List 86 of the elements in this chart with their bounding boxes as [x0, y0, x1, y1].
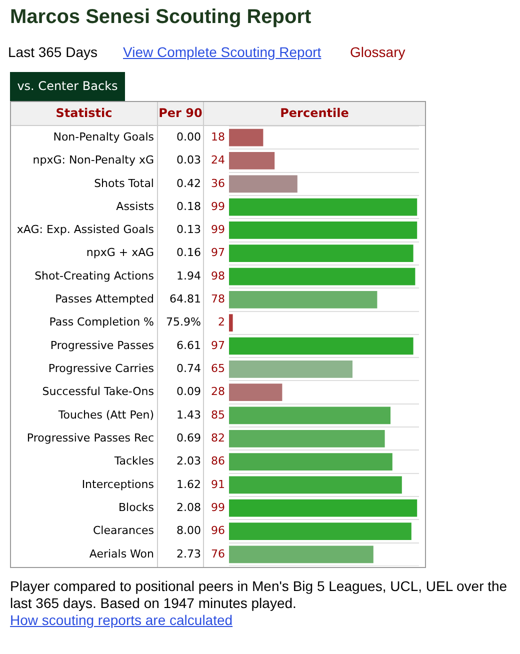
- text: 75.9%: [166, 316, 201, 329]
- text: 0.16: [176, 246, 201, 260]
- data-label: 97: [211, 338, 225, 352]
- y-tick-label: Pass Completion %: [49, 316, 154, 329]
- text: 2.73: [176, 547, 201, 560]
- bar: [229, 152, 275, 170]
- text: 0.42: [176, 176, 201, 190]
- text: Statistic: [11, 102, 157, 126]
- text: 1.94: [176, 269, 201, 282]
- y-tick-label: xAG: Exp. Assisted Goals: [16, 223, 154, 236]
- text: 1.43: [176, 408, 201, 422]
- data-label: 2: [218, 316, 225, 329]
- text: Last 365 Days: [8, 44, 98, 60]
- data-label: 24: [211, 154, 225, 167]
- bar: [229, 314, 233, 332]
- text: 0.13: [176, 223, 201, 236]
- text: vs. Center Backs: [10, 72, 125, 101]
- data-label: 97: [211, 246, 225, 260]
- text: How scouting reports are calculated: [10, 612, 233, 628]
- data-label: 18: [211, 130, 225, 144]
- y-tick-label: Clearances: [92, 524, 154, 538]
- data-label: 65: [211, 362, 225, 376]
- bar: [229, 360, 352, 378]
- y-tick-label: Shot-Creating Actions: [34, 269, 154, 282]
- bar: [229, 337, 414, 355]
- bar: [229, 244, 414, 262]
- y-tick-label: Non-Penalty Goals: [53, 130, 154, 144]
- data-label: 98: [211, 269, 225, 282]
- data-label: 85: [211, 408, 225, 422]
- text: Player compared to positional peers in Men's Big 5 Leagues, UCL, UEL over the last 365 days. Based on 1947 minutes played.: [10, 578, 508, 612]
- text: Percentile: [204, 102, 425, 126]
- text: 0.18: [176, 200, 201, 213]
- bar: [229, 499, 418, 517]
- y-tick-label: npxG: Non-Penalty xG: [32, 154, 154, 167]
- text: 1.62: [176, 478, 201, 491]
- text: Glossary: [350, 44, 406, 60]
- y-tick-label: Passes Attempted: [55, 292, 154, 306]
- text: 2.08: [176, 500, 201, 514]
- data-label: 99: [211, 223, 225, 236]
- y-tick-label: Progressive Passes Rec: [26, 431, 154, 444]
- bar: [229, 522, 412, 540]
- data-label: 96: [211, 524, 225, 538]
- y-tick-label: Aerials Won: [89, 547, 154, 560]
- bar: [229, 128, 264, 146]
- y-tick-label: npxG + xAG: [86, 246, 154, 260]
- y-tick-label: Tackles: [113, 454, 154, 468]
- bar: [229, 453, 392, 470]
- y-tick-label: Progressive Carries: [48, 362, 154, 376]
- bar: [229, 384, 282, 401]
- bar: [229, 476, 402, 494]
- text: Per 90: [158, 102, 203, 126]
- data-label: 78: [211, 292, 225, 306]
- bar: [229, 175, 298, 193]
- text: 8.00: [176, 524, 201, 538]
- chart-title: Marcos Senesi Scouting Report: [10, 6, 312, 29]
- bar: [229, 198, 418, 216]
- bar: [229, 406, 390, 424]
- bar: [229, 268, 416, 286]
- data-label: 36: [211, 176, 225, 190]
- bar: [229, 430, 385, 448]
- text: 6.61: [176, 338, 201, 352]
- data-label: 82: [211, 431, 225, 444]
- text: 0.74: [176, 362, 201, 376]
- data-label: 91: [211, 478, 225, 491]
- text: 0.00: [176, 130, 201, 144]
- bar: [229, 291, 378, 308]
- data-label: 99: [211, 500, 225, 514]
- data-label: 86: [211, 454, 225, 468]
- y-tick-label: Interceptions: [82, 478, 154, 491]
- text: 2.03: [176, 454, 201, 468]
- data-label: 28: [211, 385, 225, 398]
- y-tick-label: Assists: [116, 200, 154, 213]
- y-tick-label: Blocks: [118, 500, 154, 514]
- text: 0.03: [176, 154, 201, 167]
- text: 0.09: [176, 385, 201, 398]
- y-tick-label: Shots Total: [94, 176, 154, 190]
- bar: [229, 222, 418, 239]
- y-tick-label: Progressive Passes: [50, 338, 154, 352]
- text: View Complete Scouting Report: [123, 44, 322, 60]
- data-label: 76: [211, 547, 225, 560]
- data-label: 99: [211, 200, 225, 213]
- text: 64.81: [170, 292, 201, 306]
- text: 0.69: [176, 431, 201, 444]
- y-tick-label: Touches (Att Pen): [57, 408, 154, 422]
- bar: [229, 546, 374, 564]
- y-tick-label: Successful Take-Ons: [42, 385, 154, 398]
